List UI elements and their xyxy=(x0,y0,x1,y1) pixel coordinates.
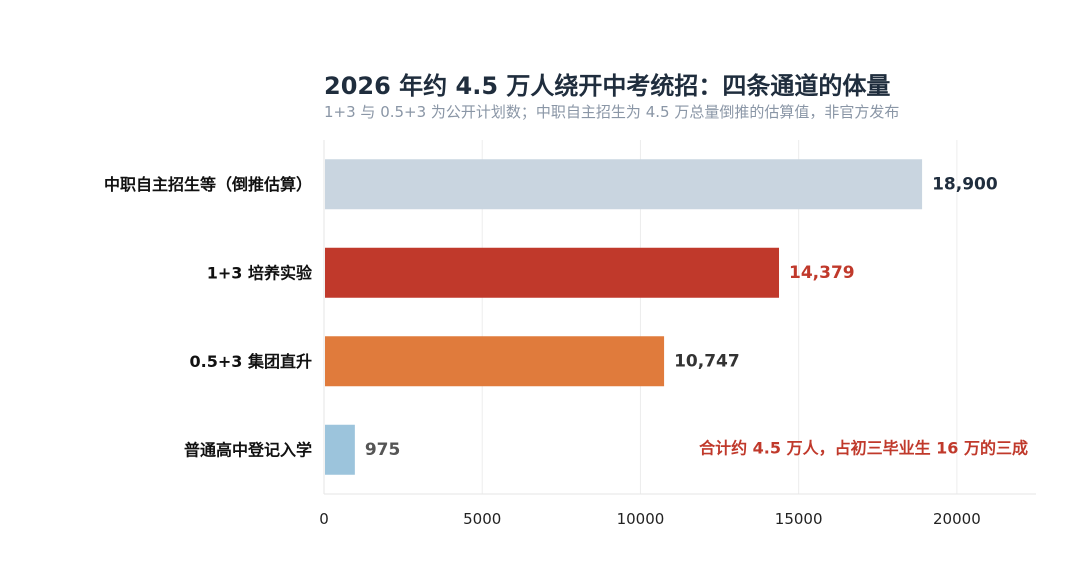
chart-subtitle: 1+3 与 0.5+3 为公开计划数；中职自主招生为 4.5 万总量倒推的估算值… xyxy=(324,103,900,121)
x-tick-label: 20000 xyxy=(933,510,981,528)
value-label: 10,747 xyxy=(674,351,740,371)
value-label: 14,379 xyxy=(789,263,855,283)
x-tick-label: 10000 xyxy=(617,510,665,528)
chart-title: 2026 年约 4.5 万人绕开中考统招：四条通道的体量 xyxy=(324,72,891,100)
bar xyxy=(325,159,923,210)
x-tick-label: 0 xyxy=(319,510,329,528)
value-label: 975 xyxy=(365,440,401,460)
category-label: 1+3 培养实验 xyxy=(207,263,313,282)
x-tick-label: 5000 xyxy=(463,510,501,528)
value-label: 18,900 xyxy=(932,174,998,194)
category-label: 0.5+3 集团直升 xyxy=(190,352,312,371)
x-tick-label: 15000 xyxy=(775,510,823,528)
annotation: 合计约 4.5 万人，占初三毕业生 16 万的三成 xyxy=(699,439,1028,458)
category-label: 普通高中登记入学 xyxy=(184,440,312,459)
bar xyxy=(325,247,780,298)
bar xyxy=(325,336,665,387)
category-label: 中职自主招生等（倒推估算） xyxy=(104,175,312,194)
bar xyxy=(325,424,355,475)
